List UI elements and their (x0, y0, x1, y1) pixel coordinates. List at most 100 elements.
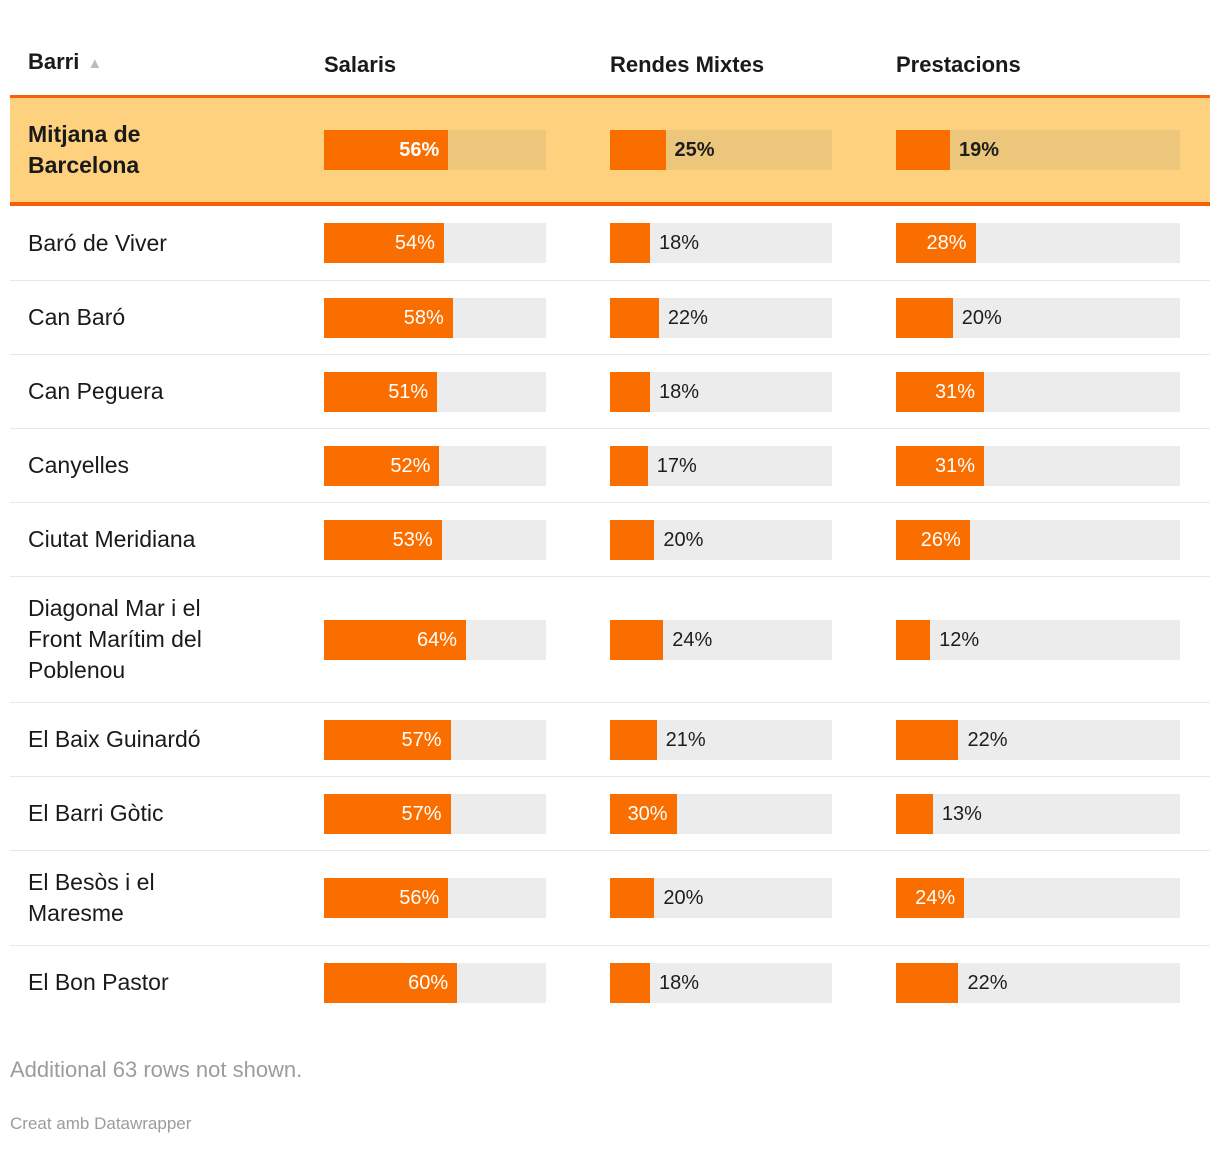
bar-cell-prestacions: 19% (896, 130, 1180, 170)
row-label: El Bon Pastor (28, 969, 169, 995)
bar-cell-rendes-mixtes: 25% (610, 130, 896, 170)
column-header-rendes-mixtes-label: Rendes Mixtes (610, 52, 765, 77)
column-header-rendes-mixtes[interactable]: Rendes Mixtes (610, 51, 896, 79)
bar-cell-rendes-mixtes: 18% (610, 371, 896, 412)
table-row: Ciutat Meridiana 53% 20% 26% (10, 502, 1210, 576)
bar-cell-salaris: 60% (324, 962, 610, 1003)
bar-value-label: 12% (939, 628, 980, 651)
bar-track: 17% (610, 445, 832, 486)
bar-cell-prestacions: 31% (896, 371, 1180, 412)
bar-value-label: 24% (672, 628, 713, 651)
row-label: Mitjana de Barcelona (28, 121, 141, 178)
bar-fill: 57% (324, 793, 451, 834)
bar-fill (610, 130, 666, 170)
bar-fill (896, 719, 959, 760)
bar-cell-rendes-mixtes: 18% (610, 223, 896, 263)
table-row-average: Mitjana de Barcelona 56% 25% 19% (10, 95, 1210, 206)
bar-value-label: 25% (674, 139, 715, 161)
bar-value-label: 24% (915, 887, 956, 909)
bar-track: 21% (610, 719, 832, 760)
table-row: Diagonal Mar i el Front Marítim del Pobl… (10, 576, 1210, 702)
table-row: Can Peguera 51% 18% 31% (10, 354, 1210, 428)
bar-cell-salaris: 57% (324, 719, 610, 760)
row-label: Baró de Viver (28, 229, 167, 256)
column-header-barri[interactable]: Barri ▲ (28, 48, 324, 79)
bar-value-label: 56% (399, 139, 440, 161)
bar-track: 18% (610, 962, 832, 1003)
table-row: Baró de Viver 54% 18% 28% (10, 206, 1210, 280)
datawrapper-attribution-link[interactable]: Creat amb Datawrapper (10, 1114, 192, 1133)
bar-track: 13% (896, 793, 1180, 834)
bar-value-label: 20% (663, 887, 704, 909)
bar-cell-prestacions: 12% (896, 619, 1180, 660)
bar-cell-prestacions: 24% (896, 878, 1180, 918)
bar-cell-prestacions: 13% (896, 793, 1180, 834)
rows-not-shown-note: Additional 63 rows not shown. (10, 1057, 303, 1082)
bar-cell-rendes-mixtes: 20% (610, 878, 896, 918)
bar-fill (610, 445, 648, 486)
bar-cell-salaris: 56% (324, 130, 610, 170)
bar-track: 56% (324, 130, 546, 170)
bar-cell-rendes-mixtes: 24% (610, 619, 896, 660)
bar-track: 31% (896, 371, 1180, 412)
bar-value-label: 57% (401, 728, 442, 751)
bar-fill: 56% (324, 878, 449, 918)
bar-value-label: 19% (958, 139, 999, 161)
bar-cell-salaris: 58% (324, 297, 610, 338)
bar-fill: 26% (896, 519, 970, 560)
bar-fill: 57% (324, 719, 451, 760)
bar-cell-prestacions: 31% (896, 445, 1180, 486)
bar-cell-prestacions: 26% (896, 519, 1180, 560)
bar-track: 26% (896, 519, 1180, 560)
table-body: Baró de Viver 54% 18% 28% Can Baró 58% 22% 20% C… (10, 206, 1210, 1019)
row-label: El Barri Gòtic (28, 800, 164, 826)
bar-cell-salaris: 57% (324, 793, 610, 834)
bar-value-label: 57% (401, 802, 442, 825)
bar-track: 30% (610, 793, 832, 834)
bar-track: 22% (896, 962, 1180, 1003)
bar-track: 31% (896, 445, 1180, 486)
bar-fill (896, 297, 953, 338)
bar-track: 25% (610, 130, 832, 170)
bar-value-label: 17% (656, 454, 697, 477)
bar-track: 19% (896, 130, 1180, 170)
bar-fill: 51% (324, 371, 438, 412)
row-label-cell: Ciutat Meridiana (28, 508, 324, 571)
row-label-cell: Can Baró (28, 286, 324, 349)
bar-track: 22% (610, 297, 832, 338)
bar-fill (610, 962, 650, 1003)
row-label: Can Peguera (28, 378, 164, 404)
table-row: El Bon Pastor 60% 18% 22% (10, 945, 1210, 1019)
table-row: Canyelles 52% 17% 31% (10, 428, 1210, 502)
table-row: El Besòs i el Maresme 56% 20% 24% (10, 850, 1210, 945)
row-label: Can Baró (28, 304, 126, 330)
bar-fill: 52% (324, 445, 440, 486)
row-label-cell: El Baix Guinardó (28, 708, 324, 771)
bar-track: 24% (896, 878, 1180, 918)
table-header-row: Barri ▲ Salaris Rendes Mixtes Prestacions (10, 0, 1210, 95)
bar-track: 20% (610, 878, 832, 918)
bar-value-label: 58% (403, 306, 444, 329)
bar-value-label: 51% (388, 380, 429, 403)
bar-track: 18% (610, 371, 832, 412)
bar-value-label: 22% (967, 728, 1008, 751)
row-label: El Besòs i el Maresme (28, 869, 155, 926)
sort-ascending-icon[interactable]: ▲ (87, 55, 103, 72)
bar-track: 64% (324, 619, 546, 660)
bar-cell-salaris: 56% (324, 878, 610, 918)
bar-value-label: 22% (967, 971, 1008, 994)
column-header-salaris[interactable]: Salaris (324, 51, 610, 79)
bar-fill (896, 962, 959, 1003)
bar-cell-prestacions: 28% (896, 223, 1180, 263)
bar-fill: 28% (896, 223, 976, 263)
row-label: Diagonal Mar i el Front Marítim del Pobl… (28, 595, 202, 683)
bar-track: 20% (896, 297, 1180, 338)
bar-track: 12% (896, 619, 1180, 660)
bar-fill (610, 619, 664, 660)
bar-track: 53% (324, 519, 546, 560)
table-row: El Barri Gòtic 57% 30% 13% (10, 776, 1210, 850)
bar-cell-rendes-mixtes: 30% (610, 793, 896, 834)
bar-cell-rendes-mixtes: 21% (610, 719, 896, 760)
column-header-prestacions[interactable]: Prestacions (896, 51, 1180, 79)
bar-track: 57% (324, 719, 546, 760)
